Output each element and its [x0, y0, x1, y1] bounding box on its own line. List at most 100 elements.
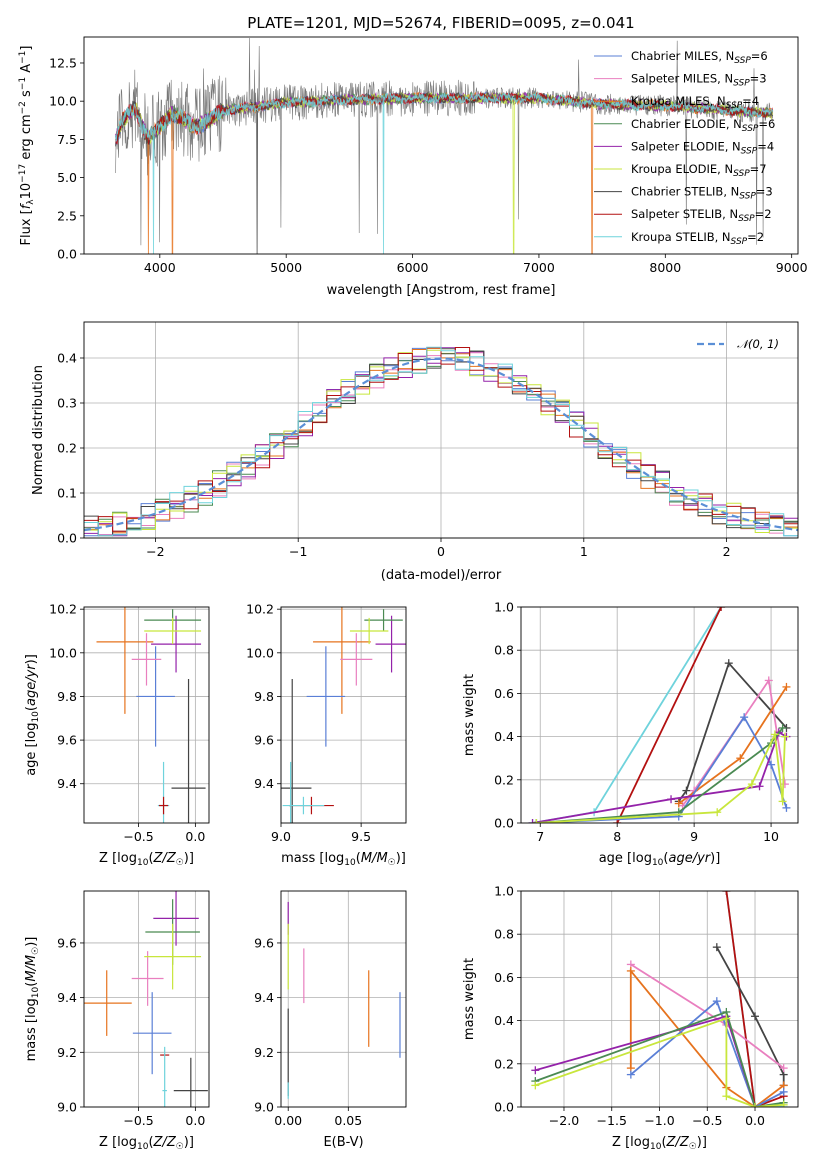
x-axis-label-part: Z: [679, 1135, 690, 1150]
x-axis-label-part: 10: [137, 1142, 149, 1152]
y-axis-label-part: )]: [24, 937, 39, 947]
x-axis-label-part: 10: [137, 858, 149, 868]
legend-entry-part: SSP: [733, 169, 750, 179]
plot-area: [287, 901, 401, 1099]
x-axis-label-part: 10: [652, 858, 664, 868]
weight-series-line: [536, 727, 784, 823]
error-bar-point: [132, 992, 172, 1075]
plot-z-age: −0.5 0.09.49.69.810.010.2Z [log10(Z/Z☉)]a…: [24, 602, 210, 868]
weight-marker: [531, 1066, 540, 1075]
y-tick-label: 7.5: [57, 132, 77, 147]
x-tick-label: 6000: [397, 260, 429, 275]
weight-marker: [779, 1087, 788, 1096]
y-tick-label: 9.4: [57, 990, 77, 1005]
normal-reference-curve: [84, 357, 798, 532]
x-axis-label-part: (: [661, 1135, 666, 1150]
y-tick-label: 9.0: [57, 1100, 77, 1115]
y-axis-label-part: erg cm: [19, 114, 34, 163]
x-axis-label-part: ☉: [176, 1142, 184, 1152]
x-axis-label-part: Z: [666, 1135, 677, 1150]
error-bar-point: [144, 923, 202, 990]
plot-spectrum: 4000 5000 6000 7000 8000 9000 0.0 2.5 5.0 7.5 10.0…: [18, 14, 808, 298]
x-tick-label: 9000: [776, 260, 808, 275]
y-axis-label-part: )]: [24, 654, 39, 664]
y-axis-label-part: −1: [18, 77, 28, 90]
y-axis-label-part: Flux [: [19, 209, 34, 245]
y-axis-label-part: mass [log: [24, 998, 39, 1061]
weight-marker: [528, 819, 537, 823]
y-axis-label-part: λ: [26, 199, 36, 205]
y-axis-label-part: ☉: [31, 947, 41, 955]
y-tick-label: 0.0: [494, 816, 514, 831]
plot-z-weight: −2.0 −1.5 −1.0 −0.5 0.0 0.0 0.2 0.4 0.6 0.8 1.0 Z […: [462, 884, 799, 1152]
x-axis-label-part: ☉: [176, 858, 184, 868]
weight-marker: [613, 819, 622, 823]
y-tick-label: 2.5: [57, 208, 77, 223]
y-tick-label: 9.2: [57, 1045, 77, 1060]
x-tick-label: −1: [289, 544, 307, 559]
x-axis-label-part: )]: [396, 851, 406, 866]
y-axis-label: mass weight: [462, 674, 477, 756]
legend-entry: Salpeter MILES, NSSP=3: [631, 72, 767, 89]
weight-marker: [747, 780, 756, 789]
x-tick-label: 4000: [144, 260, 176, 275]
legend-entry-part: Kroupa STELIB, N: [631, 230, 731, 244]
x-axis-label-part: (: [148, 851, 153, 866]
weight-marker: [740, 713, 749, 722]
y-tick-label: 0.0: [494, 1100, 514, 1115]
axes-frame: [83, 606, 210, 824]
y-tick-label: 0.3: [57, 396, 77, 411]
y-axis-label: mass weight: [462, 958, 477, 1040]
y-axis-label-part: 10: [31, 986, 41, 998]
weight-marker: [782, 803, 791, 812]
chart-title: PLATE=1201, MJD=52674, FIBERID=0095, z=0…: [247, 14, 634, 32]
legend-entry-part: SSP: [739, 192, 756, 202]
weight-marker: [712, 943, 721, 952]
x-tick-label: 5000: [270, 260, 302, 275]
weight-marker: [782, 682, 791, 691]
x-axis-label-part: yr: [696, 851, 712, 866]
y-axis-label-part: 10: [19, 183, 34, 200]
y-tick-label: 10.2: [246, 602, 274, 617]
legend-entry-part: =2: [747, 230, 764, 244]
x-axis-label-part: ☉: [388, 858, 396, 868]
y-tick-label: 9.0: [254, 1100, 274, 1115]
legend-entry-part: SSP: [734, 56, 751, 66]
y-tick-label: 0.0: [57, 247, 77, 262]
legend-entry: Chabrier MILES, NSSP=6: [631, 49, 768, 66]
x-tick-label: −0.5: [123, 1113, 153, 1128]
x-tick-label: 9: [690, 829, 698, 844]
x-axis-label-part: )]: [184, 1135, 194, 1150]
legend-entry: Kroupa ELODIE, NSSP=7: [631, 162, 767, 179]
axes-frame: [280, 606, 407, 824]
error-bar-point: [282, 796, 325, 815]
y-tick-label: 9.8: [57, 689, 77, 704]
x-axis-label-part: )]: [184, 851, 194, 866]
x-axis-label-part: age [log: [599, 851, 652, 866]
plot-area: [84, 891, 208, 1107]
weight-marker: [751, 1103, 760, 1107]
x-tick-label: 7: [536, 829, 544, 844]
y-axis-label-part: −2: [18, 101, 28, 114]
y-axis-label-part: (: [24, 706, 39, 711]
y-tick-label: 9.6: [254, 733, 274, 748]
y-tick-label: 0.4: [57, 351, 77, 366]
error-bar-point: [96, 607, 154, 714]
y-tick-label: 10.0: [49, 645, 77, 660]
error-bar-point: [171, 679, 206, 823]
legend-entry-part: SSP: [738, 214, 755, 224]
y-tick-label: 9.6: [254, 935, 274, 950]
y-tick-label: 10.0: [246, 645, 274, 660]
weight-marker: [722, 1092, 731, 1101]
y-axis-label-part: (: [24, 982, 39, 987]
legend-entry-part: Salpeter STELIB, N: [631, 207, 738, 221]
x-axis-label-part: Z [log: [612, 1135, 650, 1150]
y-axis-label-part: s: [19, 90, 34, 101]
weight-series-line: [534, 1010, 784, 1107]
legend-entry-part: SSP: [742, 124, 759, 134]
error-bar-point: [159, 796, 169, 815]
y-tick-label: 9.6: [57, 935, 77, 950]
axes-frame: [83, 36, 799, 255]
weight-marker: [724, 659, 733, 668]
